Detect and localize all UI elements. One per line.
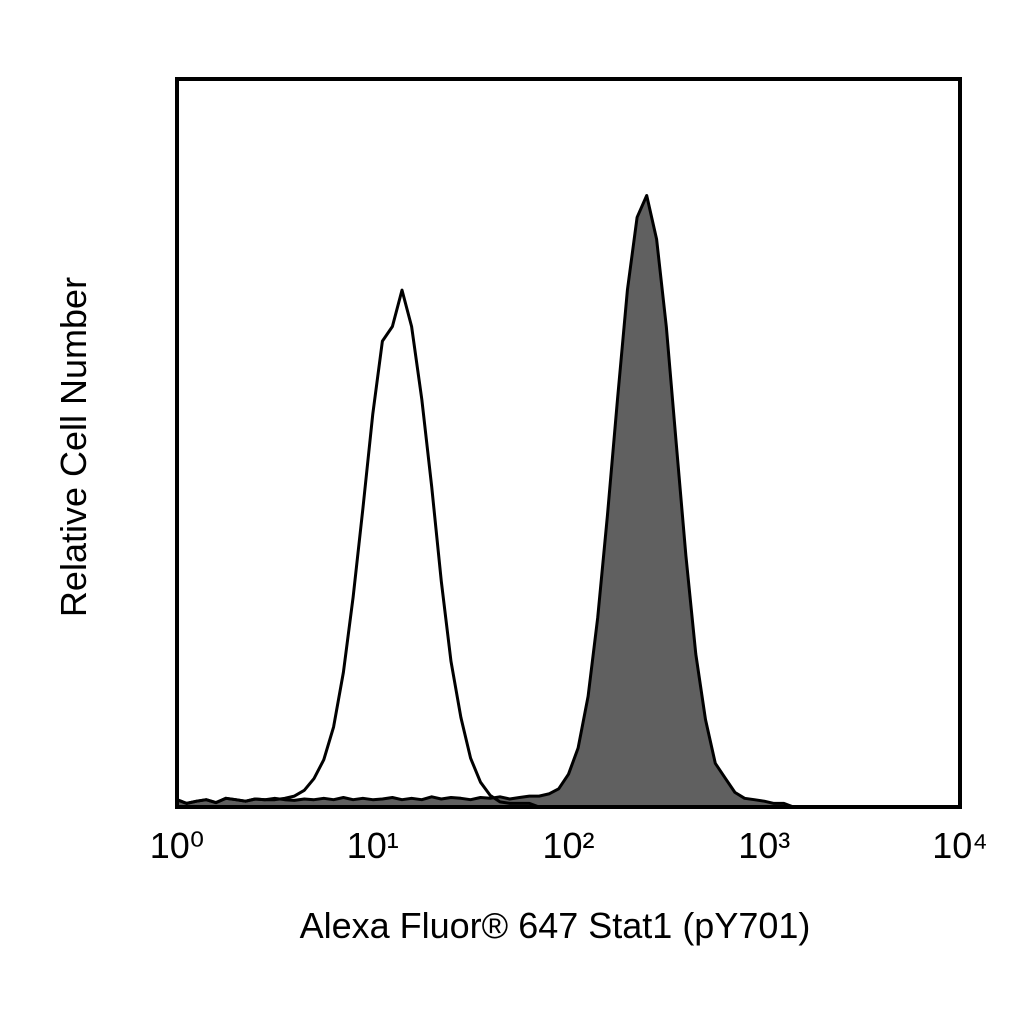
plot-area: [175, 194, 805, 809]
y-axis-label: Relative Cell Number: [53, 277, 94, 617]
histogram-area: [175, 194, 805, 809]
x-tick-label: 10³: [738, 825, 790, 866]
x-tick-label: 10⁰: [150, 825, 204, 866]
x-tick-label: 10²: [542, 825, 594, 866]
plot-frame: [175, 77, 962, 809]
x-tick-label: 10¹: [347, 825, 399, 866]
x-axis-label: Alexa Fluor® 647 Stat1 (pY701): [300, 905, 811, 946]
x-tick-label: 10⁴: [932, 825, 988, 866]
